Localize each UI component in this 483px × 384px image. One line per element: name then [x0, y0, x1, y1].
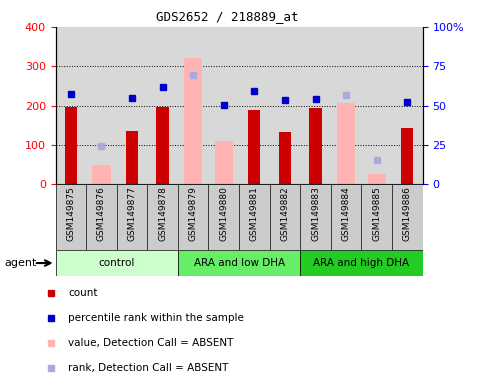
Text: GSM149876: GSM149876	[97, 186, 106, 241]
Bar	[310, 108, 322, 184]
Text: GSM149881: GSM149881	[250, 186, 259, 241]
Text: ARA and low DHA: ARA and low DHA	[194, 258, 284, 268]
Bar	[401, 128, 413, 184]
Bar	[184, 58, 202, 184]
Bar	[300, 250, 423, 276]
Text: ARA and high DHA: ARA and high DHA	[313, 258, 410, 268]
Text: GSM149886: GSM149886	[403, 186, 412, 241]
Bar	[178, 250, 300, 276]
Text: control: control	[99, 258, 135, 268]
Text: GSM149883: GSM149883	[311, 186, 320, 241]
Bar	[368, 174, 386, 184]
Bar	[56, 250, 178, 276]
Bar	[248, 109, 260, 184]
Text: GSM149882: GSM149882	[281, 186, 289, 241]
Bar	[126, 131, 138, 184]
Text: GSM149879: GSM149879	[189, 186, 198, 241]
Bar	[337, 103, 355, 184]
Bar	[92, 165, 111, 184]
Text: count: count	[69, 288, 98, 298]
Text: agent: agent	[5, 258, 37, 268]
Text: rank, Detection Call = ABSENT: rank, Detection Call = ABSENT	[69, 362, 229, 373]
Bar	[65, 107, 77, 184]
Bar	[156, 107, 169, 184]
Text: GSM149880: GSM149880	[219, 186, 228, 241]
Text: percentile rank within the sample: percentile rank within the sample	[69, 313, 244, 323]
Text: GSM149875: GSM149875	[66, 186, 75, 241]
Text: GSM149877: GSM149877	[128, 186, 137, 241]
Text: GSM149884: GSM149884	[341, 186, 351, 241]
Text: GDS2652 / 218889_at: GDS2652 / 218889_at	[156, 10, 298, 23]
Text: GSM149878: GSM149878	[158, 186, 167, 241]
Bar	[279, 132, 291, 184]
Text: value, Detection Call = ABSENT: value, Detection Call = ABSENT	[69, 338, 234, 348]
Bar	[56, 184, 423, 250]
Bar	[214, 141, 233, 184]
Text: GSM149885: GSM149885	[372, 186, 381, 241]
